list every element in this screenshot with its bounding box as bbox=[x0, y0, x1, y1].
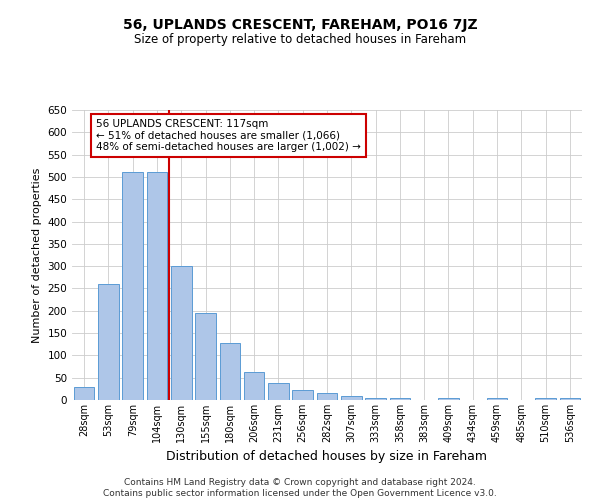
Text: Contains HM Land Registry data © Crown copyright and database right 2024.
Contai: Contains HM Land Registry data © Crown c… bbox=[103, 478, 497, 498]
Text: 56, UPLANDS CRESCENT, FAREHAM, PO16 7JZ: 56, UPLANDS CRESCENT, FAREHAM, PO16 7JZ bbox=[122, 18, 478, 32]
Y-axis label: Number of detached properties: Number of detached properties bbox=[32, 168, 42, 342]
Bar bbox=[341, 396, 362, 400]
Bar bbox=[74, 386, 94, 400]
Bar bbox=[365, 398, 386, 400]
Bar bbox=[487, 398, 508, 400]
Bar bbox=[317, 394, 337, 400]
Bar bbox=[268, 383, 289, 400]
Text: Size of property relative to detached houses in Fareham: Size of property relative to detached ho… bbox=[134, 32, 466, 46]
Bar bbox=[146, 172, 167, 400]
Bar bbox=[220, 343, 240, 400]
Bar bbox=[171, 266, 191, 400]
Bar bbox=[560, 398, 580, 400]
Text: 56 UPLANDS CRESCENT: 117sqm
← 51% of detached houses are smaller (1,066)
48% of : 56 UPLANDS CRESCENT: 117sqm ← 51% of det… bbox=[96, 119, 361, 152]
Bar bbox=[122, 172, 143, 400]
Bar bbox=[292, 390, 313, 400]
X-axis label: Distribution of detached houses by size in Fareham: Distribution of detached houses by size … bbox=[167, 450, 487, 464]
Bar bbox=[389, 398, 410, 400]
Bar bbox=[438, 398, 459, 400]
Bar bbox=[195, 313, 216, 400]
Bar bbox=[244, 372, 265, 400]
Bar bbox=[98, 284, 119, 400]
Bar bbox=[535, 398, 556, 400]
